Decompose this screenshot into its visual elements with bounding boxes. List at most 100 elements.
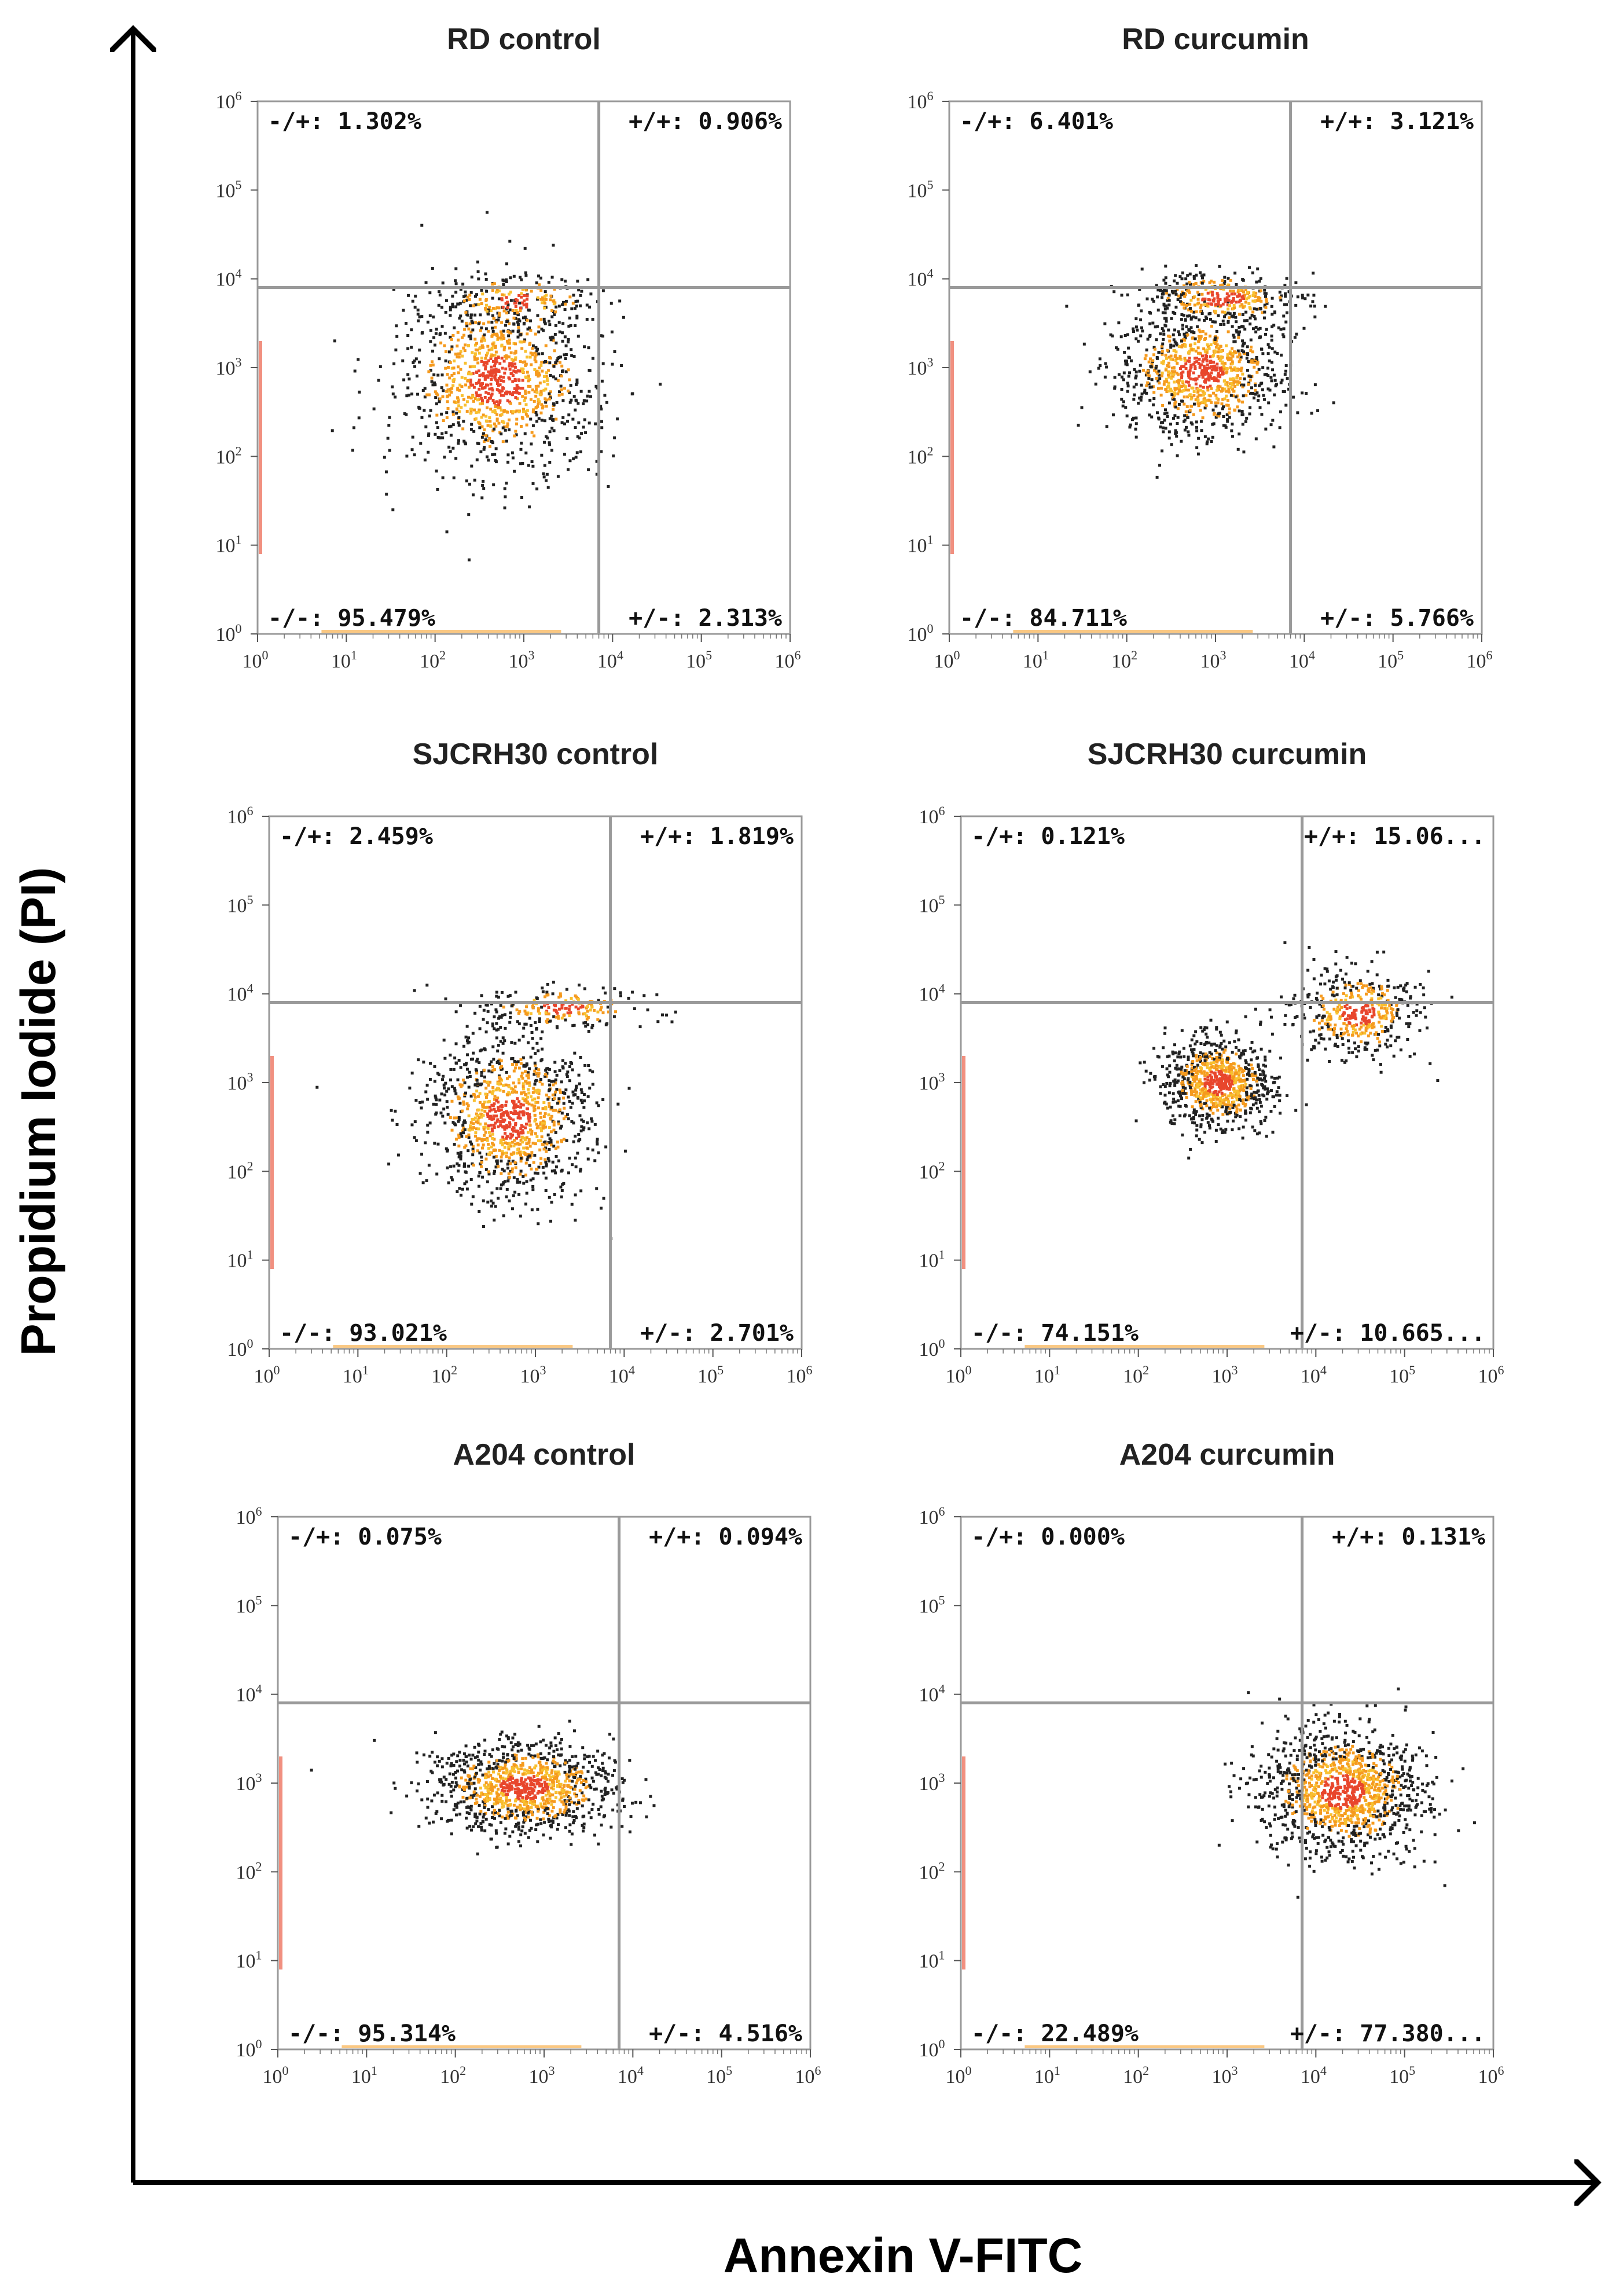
event-dot	[512, 369, 516, 373]
event-dot	[502, 309, 506, 313]
event-dot	[494, 411, 497, 415]
event-dot	[1167, 1075, 1170, 1079]
event-dot	[1186, 274, 1189, 277]
event-dot	[442, 1107, 446, 1111]
event-dot	[1149, 1072, 1152, 1075]
event-dot	[494, 1110, 497, 1113]
event-dot	[503, 355, 506, 358]
event-dot	[470, 464, 473, 468]
event-dot	[1228, 289, 1232, 293]
event-dot	[1191, 1050, 1194, 1054]
event-dot	[1258, 336, 1261, 340]
event-dot	[469, 316, 473, 320]
event-dot	[498, 1088, 502, 1092]
event-dot	[1225, 1066, 1229, 1069]
event-dot	[478, 1123, 482, 1126]
event-dot	[453, 1116, 456, 1120]
event-dot	[1199, 1096, 1202, 1099]
event-dot	[1271, 325, 1274, 329]
event-dot	[1229, 394, 1233, 397]
event-dot	[1174, 432, 1177, 435]
event-dot	[1173, 340, 1177, 344]
event-dot	[552, 1145, 556, 1148]
event-dot	[478, 1210, 481, 1213]
event-dot	[1269, 376, 1273, 379]
event-dot	[493, 409, 497, 412]
event-dot	[464, 1170, 467, 1173]
x-tick-label: 104	[1289, 648, 1315, 672]
event-dot	[519, 1157, 523, 1160]
event-dot	[533, 1154, 537, 1157]
event-dot	[1153, 347, 1156, 351]
event-dot	[1280, 353, 1283, 357]
event-dot	[1250, 1092, 1254, 1096]
event-dot	[1189, 1086, 1192, 1090]
event-dot	[508, 308, 512, 311]
event-dot	[1239, 1077, 1242, 1081]
x-tick-label: 104	[597, 648, 623, 672]
event-dot	[490, 321, 494, 324]
event-dot	[523, 1152, 527, 1156]
event-dot	[502, 1120, 505, 1123]
event-dot	[544, 1125, 548, 1129]
event-dot	[437, 1073, 440, 1077]
event-dot	[1238, 325, 1241, 329]
event-dot	[442, 1074, 445, 1078]
event-dot	[537, 1139, 541, 1143]
event-dot	[1206, 291, 1210, 295]
event-dot	[487, 1172, 491, 1176]
event-dot	[462, 1162, 466, 1165]
event-dot	[597, 1151, 600, 1154]
event-dot	[1248, 1073, 1251, 1077]
event-dot	[1262, 1086, 1265, 1090]
event-dot	[473, 358, 476, 361]
event-dot	[550, 415, 553, 418]
event-dot	[1162, 430, 1165, 434]
event-dot	[1168, 1070, 1172, 1074]
event-dot	[1263, 292, 1266, 295]
event-dot	[526, 1158, 529, 1161]
event-dot	[379, 365, 382, 368]
event-dot	[1176, 362, 1179, 365]
event-dot	[460, 394, 464, 397]
event-dot	[1245, 1090, 1249, 1094]
event-dot	[494, 361, 497, 364]
event-dot	[1218, 1030, 1222, 1034]
event-dot	[1237, 1090, 1240, 1094]
event-dot	[1112, 290, 1116, 294]
event-dot	[601, 289, 605, 292]
event-dot	[1167, 401, 1171, 405]
event-dot	[465, 1039, 469, 1043]
event-dot	[1230, 429, 1233, 432]
event-dot	[508, 1021, 512, 1024]
event-dot	[1203, 392, 1206, 395]
event-dot	[526, 318, 529, 322]
event-dot	[1209, 343, 1213, 347]
event-dot	[459, 1157, 462, 1161]
event-dot	[570, 398, 573, 402]
event-dot	[1227, 1105, 1230, 1109]
event-dot	[584, 1021, 587, 1024]
event-dot	[1235, 331, 1239, 334]
event-dot	[1195, 1124, 1199, 1127]
event-dot	[547, 1141, 550, 1145]
event-dot	[520, 1124, 523, 1127]
event-dot	[1236, 355, 1240, 359]
event-dot	[554, 324, 557, 327]
event-dot	[516, 1112, 519, 1115]
event-dot	[560, 1195, 563, 1199]
event-dot	[1241, 1136, 1244, 1140]
event-dot	[392, 288, 395, 291]
event-dot	[451, 384, 455, 387]
event-dot	[1177, 333, 1181, 336]
event-dot	[1218, 1081, 1222, 1085]
event-dot	[582, 1120, 585, 1123]
event-dot	[1324, 305, 1327, 308]
event-dot	[1218, 1102, 1222, 1105]
event-dot	[1220, 1065, 1224, 1069]
event-dot	[493, 364, 496, 368]
event-dot	[1214, 310, 1217, 313]
event-dot	[522, 367, 525, 371]
event-dot	[1173, 1122, 1176, 1125]
event-dot	[547, 369, 550, 372]
